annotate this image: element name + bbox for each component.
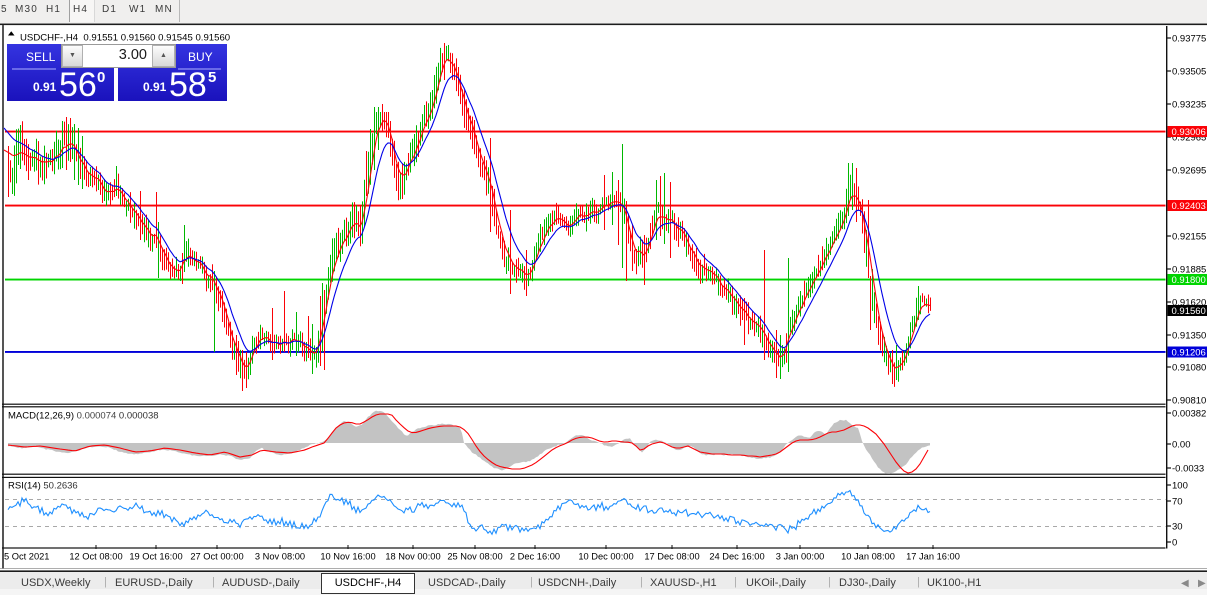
svg-text:0.91620: 0.91620 [1172, 297, 1206, 308]
svg-text:0.92403: 0.92403 [1172, 201, 1206, 212]
svg-text:0.91206: 0.91206 [1172, 348, 1206, 359]
svg-text:0.92695: 0.92695 [1172, 165, 1206, 176]
svg-text:0.91885: 0.91885 [1172, 264, 1206, 275]
svg-text:0.91350: 0.91350 [1172, 330, 1206, 341]
svg-text:2 Dec 16:00: 2 Dec 16:00 [510, 552, 560, 562]
svg-text:70: 70 [1172, 496, 1183, 507]
svg-text:18 Nov 00:00: 18 Nov 00:00 [385, 552, 440, 562]
svg-text:3 Jan 00:00: 3 Jan 00:00 [776, 552, 825, 562]
svg-text:0.00382: 0.00382 [1172, 408, 1206, 419]
svg-text:-0.0033: -0.0033 [1172, 463, 1204, 474]
svg-text:0.92155: 0.92155 [1172, 231, 1206, 242]
svg-text:0.93775: 0.93775 [1172, 33, 1206, 44]
svg-text:19 Oct 16:00: 19 Oct 16:00 [129, 552, 182, 562]
svg-text:0.91560: 0.91560 [1172, 306, 1206, 317]
svg-text:0.93505: 0.93505 [1172, 66, 1206, 77]
svg-text:0.93006: 0.93006 [1172, 127, 1206, 138]
svg-text:3 Nov 08:00: 3 Nov 08:00 [255, 552, 305, 562]
svg-text:12 Oct 08:00: 12 Oct 08:00 [69, 552, 122, 562]
svg-text:30: 30 [1172, 521, 1183, 532]
svg-text:17 Jan 16:00: 17 Jan 16:00 [906, 552, 960, 562]
svg-text:27 Oct 00:00: 27 Oct 00:00 [190, 552, 243, 562]
svg-text:25 Nov 08:00: 25 Nov 08:00 [447, 552, 502, 562]
svg-text:5 Oct 2021: 5 Oct 2021 [4, 552, 49, 562]
svg-text:0.91800: 0.91800 [1172, 275, 1206, 286]
svg-text:0.93235: 0.93235 [1172, 99, 1206, 110]
svg-text:24 Dec 16:00: 24 Dec 16:00 [709, 552, 764, 562]
svg-text:0.90810: 0.90810 [1172, 395, 1206, 406]
svg-text:10 Jan 08:00: 10 Jan 08:00 [841, 552, 895, 562]
svg-text:10 Dec 00:00: 10 Dec 00:00 [578, 552, 633, 562]
svg-text:0.00: 0.00 [1172, 439, 1191, 450]
svg-text:100: 100 [1172, 480, 1188, 491]
svg-text:0.92965: 0.92965 [1172, 132, 1206, 143]
svg-text:17 Dec 08:00: 17 Dec 08:00 [644, 552, 699, 562]
svg-text:0.91080: 0.91080 [1172, 362, 1206, 373]
svg-text:0: 0 [1172, 537, 1177, 548]
svg-text:USDCHF-,H4 0.91551 0.91560 0.: USDCHF-,H4 0.91551 0.91560 0.91545 0.915… [20, 33, 230, 44]
svg-text:10 Nov 16:00: 10 Nov 16:00 [320, 552, 375, 562]
svg-text:MACD(12,26,9) 0.000074 0.00003: MACD(12,26,9) 0.000074 0.000038 [8, 411, 159, 422]
svg-text:RSI(14) 50.2636: RSI(14) 50.2636 [8, 481, 78, 492]
